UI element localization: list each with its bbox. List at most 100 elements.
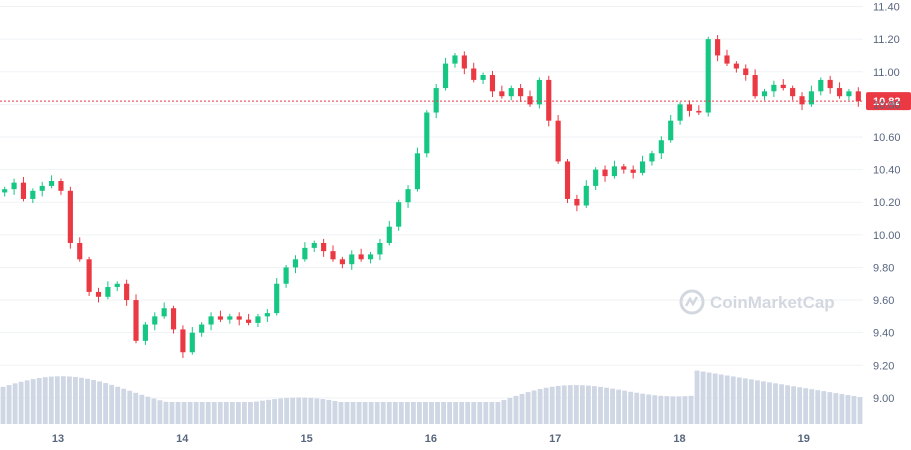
volume-bar [561,385,567,424]
x-tick-label: 19 [798,433,810,445]
volume-bar [495,402,501,424]
candle-body [593,169,599,186]
volume-bar [525,392,531,424]
volume-bar [344,402,350,424]
volume-bar [453,402,459,424]
volume-bar [0,386,6,424]
volume-bar [730,376,736,424]
volume-bar [392,402,398,424]
candle-body [367,254,374,260]
volume-bar [223,402,229,424]
volume-bar [634,392,640,424]
volume-bar [85,378,90,424]
volume-bar [555,385,561,424]
candle-body [405,189,411,203]
volume-bar [447,402,453,424]
volume-bar [459,402,465,424]
volume-bar [712,373,718,424]
volume-bar [260,400,265,424]
volume-bar [821,391,827,424]
volume-bar [338,402,344,424]
candle-body [546,79,552,121]
candle-body [836,88,843,97]
volume-bar [217,402,223,424]
volume-bar [157,400,163,424]
volume-bar [851,396,857,424]
volume-bar [664,396,670,424]
candle-body [227,316,233,320]
candle-body [86,259,92,292]
candle-body [77,242,83,260]
volume-bar [761,381,766,424]
volume-bar [386,402,392,424]
candle-body [358,254,364,260]
volume-bar [97,381,102,424]
volume-bar [127,390,133,424]
candle-body [208,316,214,325]
volume-bar [151,398,157,424]
volume-bar [235,402,241,424]
candle-body [480,75,486,80]
candle-body [452,55,458,64]
volume-bar [507,397,513,424]
candle-body [236,316,242,320]
volume-bar [785,385,790,424]
volume-bar [199,402,205,424]
candlesticks [2,35,861,358]
x-tick-label: 15 [300,433,312,445]
volume-bar [6,385,12,424]
candle-body [649,153,655,162]
volume-bar [483,402,489,424]
volume-bar [12,383,18,424]
volume-bar [18,381,24,424]
candle-body [574,198,580,206]
volume-bar [567,385,573,424]
candle-body [668,120,674,141]
volume-bar [598,386,603,424]
volume-bar [724,375,730,424]
volume-bar [109,384,115,424]
volume-bar [368,402,374,424]
volume-bar [435,402,440,424]
candle-body [555,120,561,162]
volume-bar [803,388,809,424]
volume-bar [773,383,778,424]
volume-bar [266,399,271,424]
candle-body [105,287,111,297]
x-tick-label: 18 [673,433,685,445]
volume-bar [362,402,368,424]
volume-bar [441,402,446,424]
candle-body [846,91,852,97]
volume-bar [423,402,428,424]
candle-body [124,283,130,301]
volume-bar [519,393,525,424]
volume-bar [332,400,338,424]
candle-body [630,169,636,173]
volume-bar [36,378,42,424]
candle-body [377,242,383,255]
volume-bar [175,402,181,424]
candle-body [499,91,505,97]
volume-bar [429,402,434,424]
candle-body [170,308,177,330]
volume-bar [748,379,754,424]
candle-body [330,251,336,260]
candle-body [536,79,542,105]
volume-bar [797,387,803,424]
volume-bar [549,386,555,424]
volume-bar [477,402,483,424]
candle-body [602,169,608,177]
candle-body [58,181,64,191]
volume-bar [248,402,253,424]
candle-body [11,182,17,190]
candle-body [292,259,299,268]
volume-bar [531,390,537,424]
candle-body [855,91,861,102]
candle-body [67,190,73,243]
y-tick-label: 10.80 [873,99,901,111]
candle-body [461,55,467,69]
volume-bar [290,397,296,424]
volume-bar [211,402,217,424]
candle-body [518,88,524,97]
